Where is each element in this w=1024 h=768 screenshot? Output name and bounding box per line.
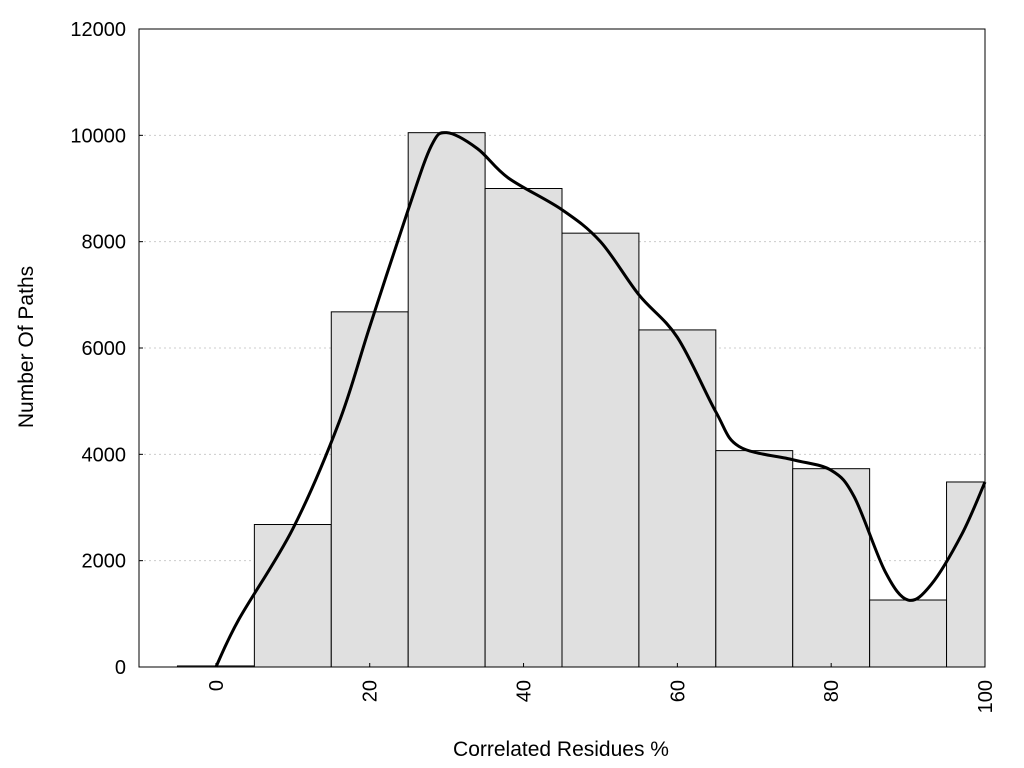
histogram-bar <box>638 329 717 668</box>
histogram-bar <box>792 468 871 668</box>
x-tick-label: 80 <box>821 680 843 702</box>
y-tick-label: 6000 <box>82 338 127 360</box>
y-tick-label: 2000 <box>82 551 127 573</box>
x-tick-label: 40 <box>514 680 536 702</box>
density-curve <box>214 131 987 668</box>
histogram-bar <box>869 599 948 668</box>
y-tick-label: 12000 <box>70 19 126 41</box>
x-tick-label: 100 <box>975 680 997 713</box>
y-tick-label: 8000 <box>82 232 127 254</box>
y-axis-title: Number Of Paths <box>15 266 38 428</box>
histogram-bar <box>561 232 640 668</box>
x-axis-ticks: 0 20 40 60 80 100 <box>206 663 997 713</box>
y-axis-ticks: 0 2000 4000 6000 8000 10000 12000 <box>70 19 143 679</box>
x-tick-label: 20 <box>360 680 382 702</box>
histogram-bar <box>253 524 332 668</box>
histogram-bar <box>946 481 986 668</box>
x-tick-label: 0 <box>206 680 228 691</box>
density-curve-layer <box>214 131 987 668</box>
histogram-bar <box>330 311 409 668</box>
y-tick-label: 10000 <box>70 125 126 147</box>
y-tick-label: 4000 <box>82 444 127 466</box>
y-tick-label: 0 <box>115 657 126 679</box>
x-tick-label: 60 <box>667 680 689 702</box>
histogram-bar <box>715 450 794 668</box>
x-axis-title: Correlated Residues % <box>453 738 669 761</box>
histogram-bar <box>407 132 486 668</box>
histogram-bar <box>484 188 563 668</box>
histogram-bars <box>176 132 986 668</box>
